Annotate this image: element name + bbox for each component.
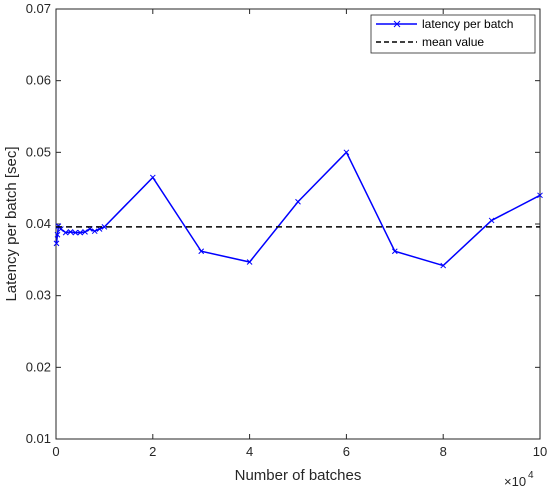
data-point bbox=[246, 259, 253, 265]
legend-label-latency: latency per batch bbox=[422, 17, 513, 31]
x-tick-label: 10 bbox=[533, 444, 547, 459]
svg-text:×10: ×10 bbox=[504, 474, 526, 489]
legend-label-mean: mean value bbox=[422, 35, 484, 49]
y-tick-label: 0.07 bbox=[26, 1, 51, 16]
axis-ticks: 0 2 4 6 8 10 0.01 0.02 0.03 0.04 0.05 0.06 0.07 bbox=[26, 1, 548, 459]
data-point bbox=[391, 248, 398, 255]
x-tick-label: 8 bbox=[440, 444, 447, 459]
data-point bbox=[537, 192, 543, 199]
svg-text:4: 4 bbox=[528, 470, 534, 481]
data-point bbox=[91, 228, 98, 235]
data-point bbox=[77, 229, 84, 236]
data-point bbox=[488, 217, 495, 224]
y-tick-label: 0.01 bbox=[26, 431, 51, 446]
data-point bbox=[440, 262, 447, 269]
x-tick-label: 4 bbox=[246, 444, 253, 459]
legend: latency per batch mean value bbox=[370, 14, 536, 54]
data-point bbox=[72, 229, 79, 236]
y-tick-label: 0.05 bbox=[26, 144, 51, 159]
data-point bbox=[198, 248, 205, 255]
data-point bbox=[82, 229, 88, 235]
x-tick-label: 2 bbox=[149, 444, 156, 459]
y-tick-label: 0.06 bbox=[26, 73, 51, 88]
series-layer bbox=[53, 149, 543, 269]
data-point bbox=[53, 240, 60, 247]
x-tick-label: 0 bbox=[52, 444, 59, 459]
x-exponent-label: ×10 4 bbox=[504, 470, 534, 489]
data-point bbox=[62, 229, 69, 236]
plot-area bbox=[55, 8, 541, 440]
x-tick-label: 6 bbox=[343, 444, 350, 459]
data-point bbox=[67, 229, 74, 235]
x-axis-label: Number of batches bbox=[235, 467, 362, 484]
y-tick-label: 0.03 bbox=[26, 288, 51, 303]
data-point bbox=[54, 231, 61, 238]
y-tick-label: 0.04 bbox=[26, 216, 51, 231]
legend-box bbox=[370, 14, 536, 54]
data-point bbox=[101, 224, 108, 230]
data-point bbox=[149, 174, 156, 181]
legend-marker-latency bbox=[393, 20, 401, 28]
data-point bbox=[343, 149, 350, 156]
data-point bbox=[295, 198, 301, 205]
y-tick-label: 0.02 bbox=[26, 359, 51, 374]
y-axis-label: Latency per batch [sec] bbox=[3, 146, 20, 301]
